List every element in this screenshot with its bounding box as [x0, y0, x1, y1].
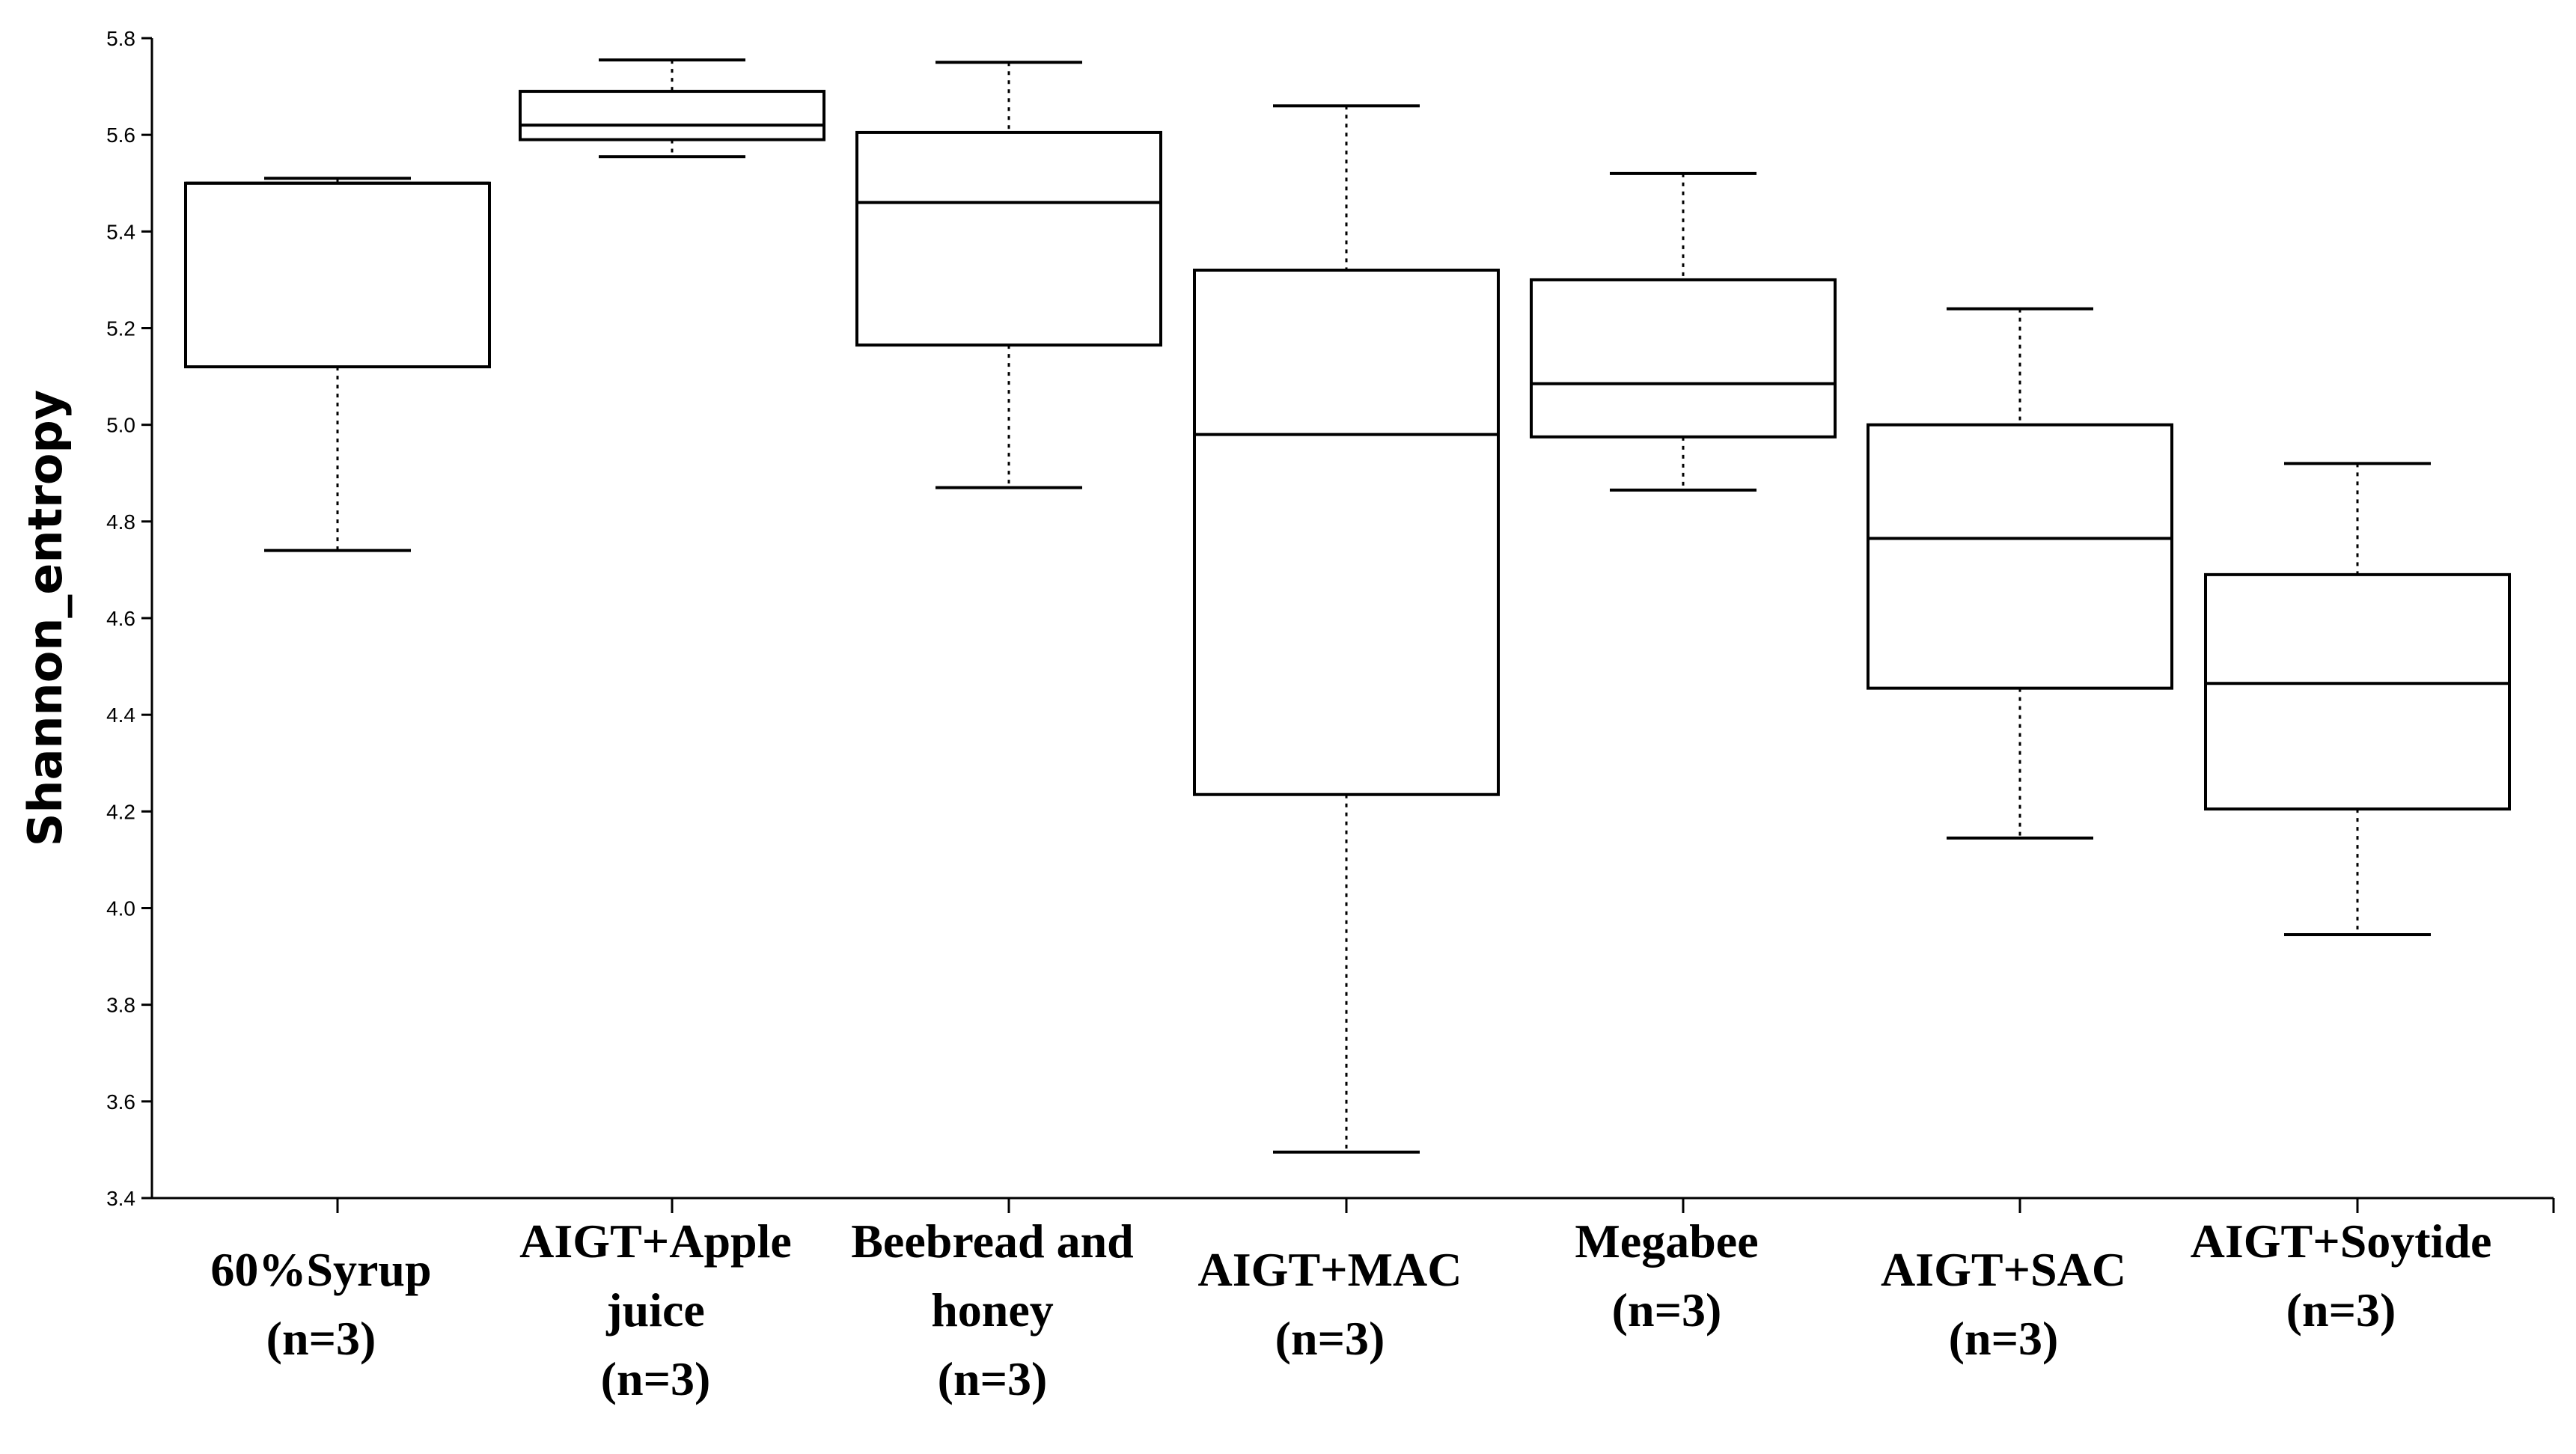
y-tick-label: 4.6	[106, 607, 135, 630]
iqr-box	[1530, 278, 1837, 439]
y-tick-label: 4.4	[106, 703, 135, 727]
x-category-label: Beebread and	[851, 1215, 1134, 1268]
y-tick-label: 5.4	[106, 220, 135, 243]
y-axis-title: Shannon_entropy	[18, 390, 73, 846]
y-tick-label: 4.0	[106, 897, 135, 920]
x-category-label: (n=3)	[601, 1352, 711, 1405]
y-tick-label: 3.8	[106, 994, 135, 1017]
iqr-box	[519, 90, 825, 141]
x-category-label: AIGT+Apple	[519, 1215, 792, 1268]
x-category-label: (n=3)	[1612, 1283, 1722, 1337]
x-category-label: (n=3)	[938, 1352, 1048, 1405]
x-category-label: honey	[931, 1283, 1054, 1337]
y-tick-label: 4.8	[106, 510, 135, 534]
x-category-label: juice	[605, 1283, 705, 1337]
x-category-label: AIGT+Soytide	[2191, 1215, 2492, 1268]
x-category-label: (n=3)	[1275, 1312, 1385, 1365]
y-tick-label: 5.6	[106, 123, 135, 147]
iqr-box	[855, 130, 1162, 347]
iqr-box	[1867, 423, 2173, 690]
x-category-label: AIGT+SAC	[1881, 1243, 2126, 1296]
iqr-box	[1193, 269, 1500, 796]
x-category-label: (n=3)	[2286, 1283, 2396, 1337]
y-tick-label: 5.2	[106, 317, 135, 340]
x-category-label: Megabee	[1575, 1215, 1758, 1268]
y-tick-label: 5.8	[106, 27, 135, 50]
iqr-box	[2204, 572, 2511, 811]
y-tick-label: 5.0	[106, 414, 135, 437]
x-category-label: (n=3)	[266, 1312, 376, 1365]
y-tick-label: 4.2	[106, 800, 135, 823]
iqr-box	[184, 181, 491, 369]
y-tick-label: 3.6	[106, 1090, 135, 1114]
y-tick-label: 3.4	[106, 1187, 135, 1210]
x-category-label: 60%Syrup	[210, 1243, 431, 1296]
x-category-label: AIGT+MAC	[1198, 1243, 1462, 1296]
x-category-label: (n=3)	[1949, 1312, 2059, 1365]
